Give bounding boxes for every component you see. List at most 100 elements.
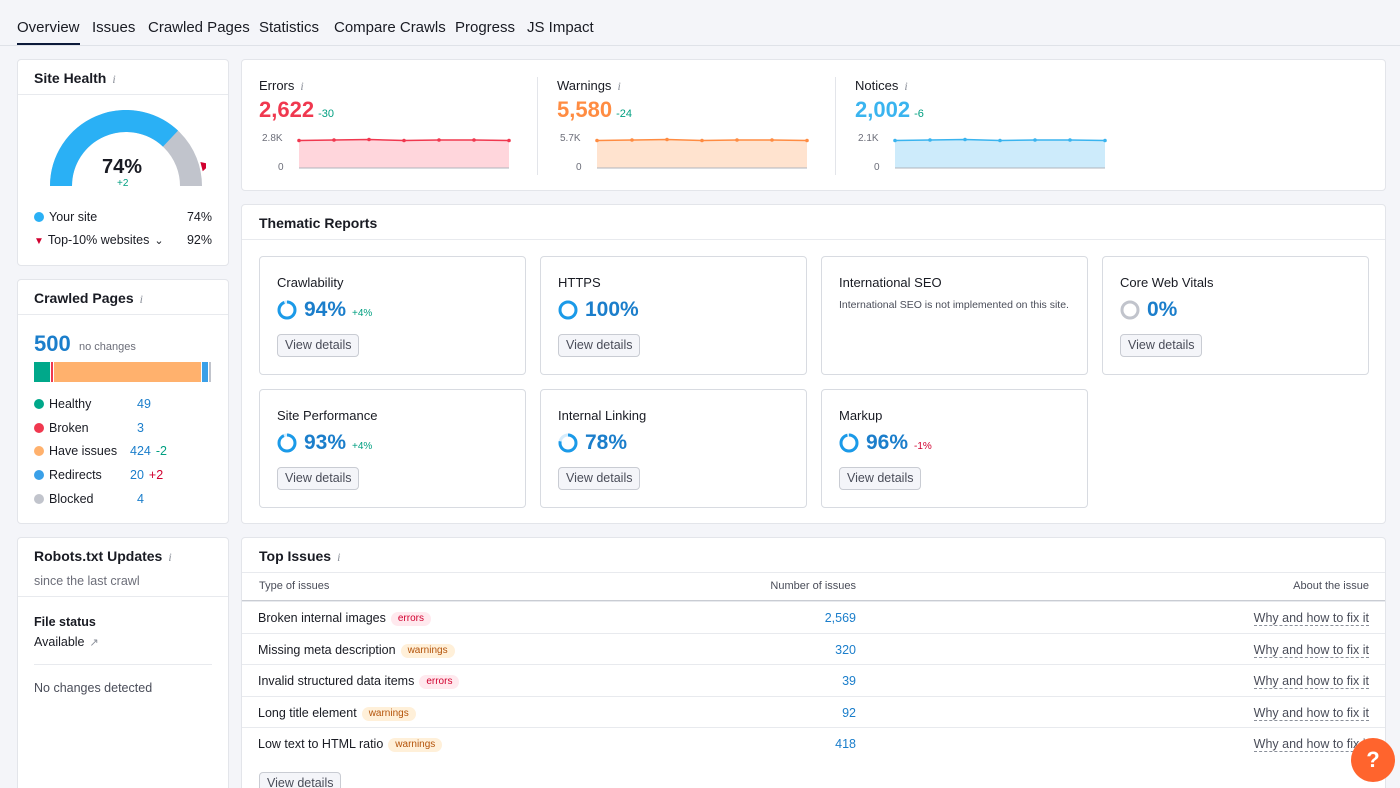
notices-sparkline[interactable] (893, 134, 1107, 170)
thematic-card-https[interactable]: HTTPS 100% View details (540, 256, 807, 375)
core-web-vitals-score[interactable]: 0% (1120, 298, 1177, 322)
issue-count[interactable]: 2,569 (824, 611, 856, 625)
crawled-row-value[interactable]: 3 (137, 420, 144, 435)
warnings-axis-zero: 0 (576, 162, 582, 173)
notices-value[interactable]: 2,002 -6 (855, 97, 924, 122)
tab-compare-crawls[interactable]: Compare Crawls (334, 19, 446, 36)
core-web-vitals-view-details-button[interactable]: View details (1120, 334, 1203, 357)
tab-statistics[interactable]: Statistics (259, 19, 320, 36)
bar-segment-healthy[interactable] (34, 362, 52, 382)
bar-segment-redirects[interactable] (202, 362, 209, 382)
markup-score[interactable]: 96% -1% (839, 431, 932, 455)
table-row: Missing meta description warnings 320 Why… (242, 632, 1385, 664)
crawled-row-value[interactable]: 4 (137, 491, 144, 506)
issue-name[interactable]: Invalid structured data items errors (258, 674, 460, 690)
thematic-card-international-seo[interactable]: International SEO International SEO is no… (821, 256, 1088, 375)
bar-segment-blocked[interactable] (209, 362, 212, 382)
crawlability-view-details-button[interactable]: View details (277, 334, 360, 357)
errors-sparkline[interactable] (297, 134, 511, 170)
file-status-value[interactable]: Available ↗ (34, 635, 99, 649)
top10-marker-icon (200, 161, 206, 172)
crawled-row-value[interactable]: 20 +2 (130, 468, 164, 483)
table-row: Invalid structured data items errors 39 W… (242, 664, 1385, 695)
crawlability-score[interactable]: 94% +4% (277, 298, 372, 322)
donut-track (1120, 300, 1140, 320)
info-icon[interactable]: i (139, 292, 143, 306)
notices-point-3 (998, 138, 1002, 143)
divider (242, 572, 1385, 573)
tab-overview[interactable]: Overview (17, 19, 80, 45)
thematic-card-markup[interactable]: Markup 96% -1% View details (821, 389, 1088, 508)
bar-segment-have-issues[interactable] (54, 362, 203, 382)
fix-it-link[interactable]: Why and how to fix it (1253, 611, 1369, 626)
thematic-card-core-web-vitals[interactable]: Core Web Vitals 0% View details (1102, 256, 1369, 375)
crawled-row-value[interactable]: 424 -2 (130, 444, 167, 459)
info-icon[interactable]: i (300, 79, 304, 93)
issue-count[interactable]: 418 (835, 737, 856, 752)
issue-count[interactable]: 320 (835, 642, 856, 657)
thematic-card-site-performance[interactable]: Site Performance 93% +4% View details (259, 389, 526, 508)
thematic-card-internal-linking[interactable]: Internal Linking 78% View details (540, 389, 807, 508)
notices-label: Notices i (855, 78, 908, 93)
issue-badge: errors (419, 675, 460, 690)
tab-progress[interactable]: Progress (455, 19, 516, 36)
internal-linking-score[interactable]: 78% (558, 431, 627, 455)
donut-icon (1120, 300, 1140, 320)
warnings-value[interactable]: 5,580 -24 (557, 97, 632, 122)
fix-it-link[interactable]: Why and how to fix it (1253, 674, 1369, 690)
markup-view-details-button[interactable]: View details (839, 467, 922, 490)
divider (242, 600, 1385, 601)
tab-crawled-pages[interactable]: Crawled Pages (148, 19, 250, 36)
site-health-percent: 74% (102, 156, 143, 178)
https-view-details-button[interactable]: View details (558, 334, 641, 357)
robots-card: Robots.txt Updates i since the last crawl… (17, 537, 229, 788)
help-button[interactable]: ? (1351, 738, 1395, 782)
dot-icon (34, 493, 44, 504)
legend-top10[interactable]: ▼ Top-10% websites ⌄ (34, 233, 164, 247)
issue-name[interactable]: Missing meta description warnings (258, 643, 455, 658)
notices-point-0 (893, 138, 897, 143)
external-link-icon[interactable]: ↗ (89, 637, 99, 649)
notices-axis-max: 2.1K (858, 133, 879, 144)
info-icon[interactable]: i (337, 550, 341, 564)
top-issues-view-details-button[interactable]: View details (259, 772, 342, 788)
internal-linking-view-details-button[interactable]: View details (558, 467, 641, 490)
fix-it-link[interactable]: Why and how to fix it (1253, 642, 1369, 658)
warnings-sparkline[interactable] (595, 134, 809, 170)
crawled-row-delta: -2 (155, 444, 167, 459)
info-icon[interactable]: i (112, 72, 116, 86)
info-icon[interactable]: i (904, 79, 908, 93)
crawled-row-redirects: Redirects (34, 468, 102, 482)
issue-name[interactable]: Long title element warnings (258, 706, 416, 721)
site-performance-view-details-button[interactable]: View details (277, 467, 360, 490)
donut-icon (558, 433, 578, 453)
site-performance-score[interactable]: 93% +4% (277, 431, 372, 455)
markup-title: Markup (839, 408, 883, 423)
issue-count[interactable]: 39 (842, 674, 856, 689)
errors-point-1 (332, 138, 336, 142)
thematic-card-crawlability[interactable]: Crawlability 94% +4% View details (259, 256, 526, 375)
bar-segment-broken[interactable] (51, 362, 55, 382)
info-icon[interactable]: i (617, 79, 621, 93)
fix-it-link[interactable]: Why and how to fix it (1253, 737, 1369, 753)
issue-name[interactable]: Broken internal images errors (258, 611, 431, 626)
crawled-row-have-issues: Have issues (34, 444, 117, 458)
top-issues-title: Top Issues i (259, 548, 341, 564)
errors-value[interactable]: 2,622 -30 (259, 97, 334, 122)
https-score[interactable]: 100% (558, 298, 639, 322)
site-health-delta: +2 (117, 178, 129, 189)
legend-your-site: Your site (34, 210, 97, 224)
crawled-row-value[interactable]: 49 (137, 397, 151, 411)
info-icon[interactable]: i (168, 550, 172, 564)
issue-name[interactable]: Low text to HTML ratio warnings (258, 737, 443, 753)
tab-js-impact[interactable]: JS Impact (527, 19, 594, 36)
divider (835, 77, 836, 175)
errors-axis-zero: 0 (278, 162, 284, 173)
tab-issues[interactable]: Issues (92, 19, 136, 36)
fix-it-link[interactable]: Why and how to fix it (1253, 705, 1369, 721)
header-count[interactable]: Number of issues (770, 580, 856, 592)
chevron-down-icon[interactable]: ⌄ (154, 235, 164, 247)
crawled-pages-total[interactable]: 500 (34, 331, 71, 356)
dot-icon (34, 446, 44, 457)
issue-count[interactable]: 92 (842, 705, 856, 720)
